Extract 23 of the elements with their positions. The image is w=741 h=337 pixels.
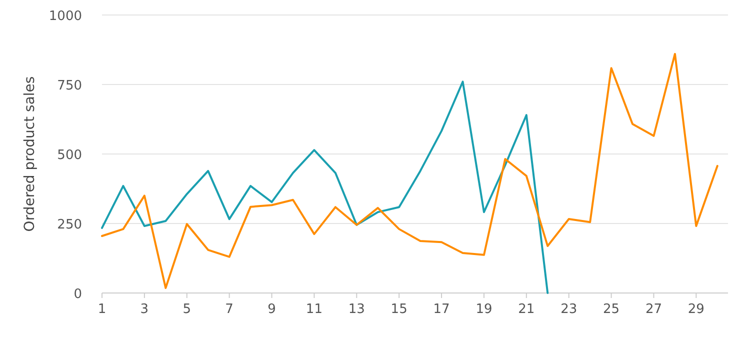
x-tick-label: 9 [268, 302, 276, 317]
y-tick-label: 750 [57, 78, 82, 94]
x-tick-label: 27 [645, 302, 662, 317]
x-tick-label: 15 [390, 302, 408, 317]
x-tick-label: 13 [348, 302, 365, 317]
x-tick-label: 23 [560, 302, 578, 317]
y-tick-label: 500 [57, 148, 82, 163]
line-series [101, 52, 718, 289]
x-tick-label: 3 [140, 302, 149, 317]
x-tick-label: 5 [182, 302, 192, 317]
x-tick-label: 25 [603, 302, 620, 317]
y-axis-title: Ordered product sales [22, 76, 38, 232]
line-series [101, 80, 549, 294]
x-tick-label: 29 [688, 302, 704, 317]
y-tick-label: 0 [74, 287, 82, 302]
x-tick-label: 1 [98, 302, 106, 317]
x-tick-label: 7 [225, 302, 234, 317]
y-tick-label: 1000 [48, 9, 82, 24]
y-tick-label: 250 [57, 218, 82, 232]
x-tick-label: 17 [433, 302, 450, 317]
x-tick-label: 11 [306, 302, 322, 317]
x-tick-label: 19 [476, 302, 492, 317]
x-tick-label: 21 [518, 302, 535, 317]
